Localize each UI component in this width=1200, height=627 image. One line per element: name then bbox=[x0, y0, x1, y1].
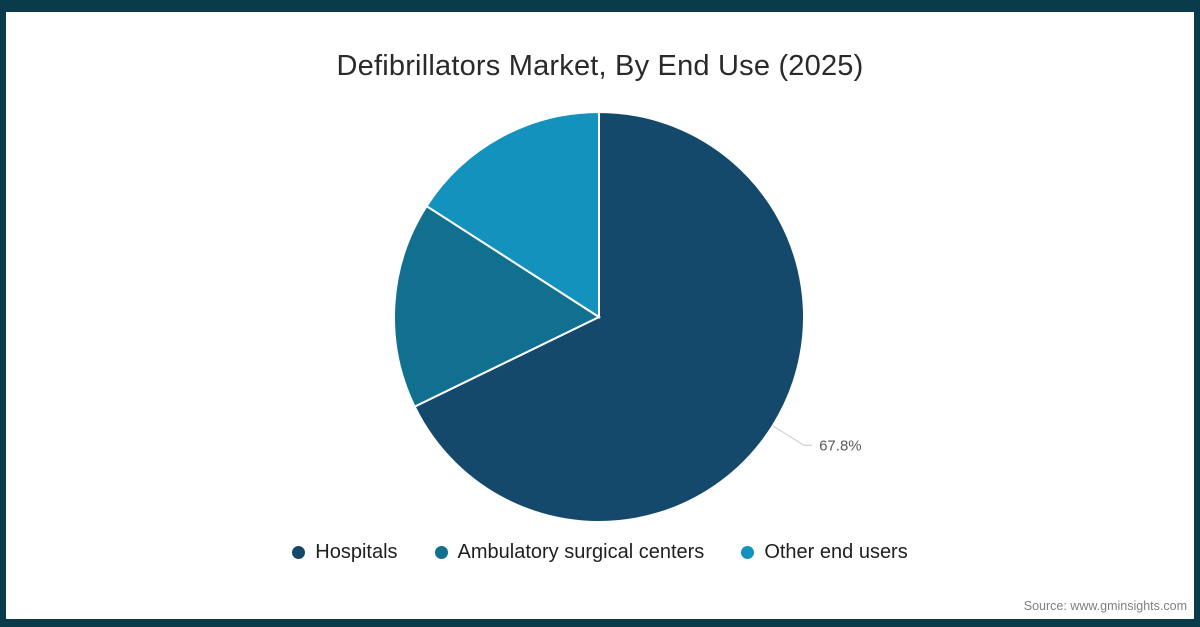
pie-slice-2[interactable] bbox=[425, 110, 600, 319]
pie-chart-svg: 67.8% bbox=[393, 110, 862, 523]
source-attribution: Source: www.gminsights.com bbox=[1023, 599, 1187, 613]
legend-dot-hospitals-icon bbox=[292, 546, 306, 559]
pie-data-label: 67.8% bbox=[819, 437, 862, 454]
pie-slice-1[interactable] bbox=[393, 204, 602, 408]
legend-label: Other end users bbox=[764, 541, 908, 563]
pie-slice-0[interactable] bbox=[413, 110, 805, 523]
legend-item-ambulatory-surgical-centers[interactable]: Ambulatory surgical centers bbox=[434, 541, 705, 564]
legend: Hospitals Ambulatory surgical centers Ot… bbox=[0, 541, 1200, 564]
legend-item-other-end-users[interactable]: Other end users bbox=[741, 541, 908, 564]
legend-label: Ambulatory surgical centers bbox=[457, 541, 705, 563]
legend-dot-ambulatory-icon bbox=[434, 546, 448, 559]
legend-label: Hospitals bbox=[315, 541, 398, 563]
pie-slices-group bbox=[393, 110, 805, 523]
pie-chart: 67.8% bbox=[380, 100, 900, 540]
label-leader-line bbox=[772, 425, 813, 446]
chart-title: Defibrillators Market, By End Use (2025) bbox=[336, 50, 864, 82]
legend-item-hospitals[interactable]: Hospitals bbox=[292, 541, 398, 564]
legend-dot-other-icon bbox=[741, 546, 755, 559]
